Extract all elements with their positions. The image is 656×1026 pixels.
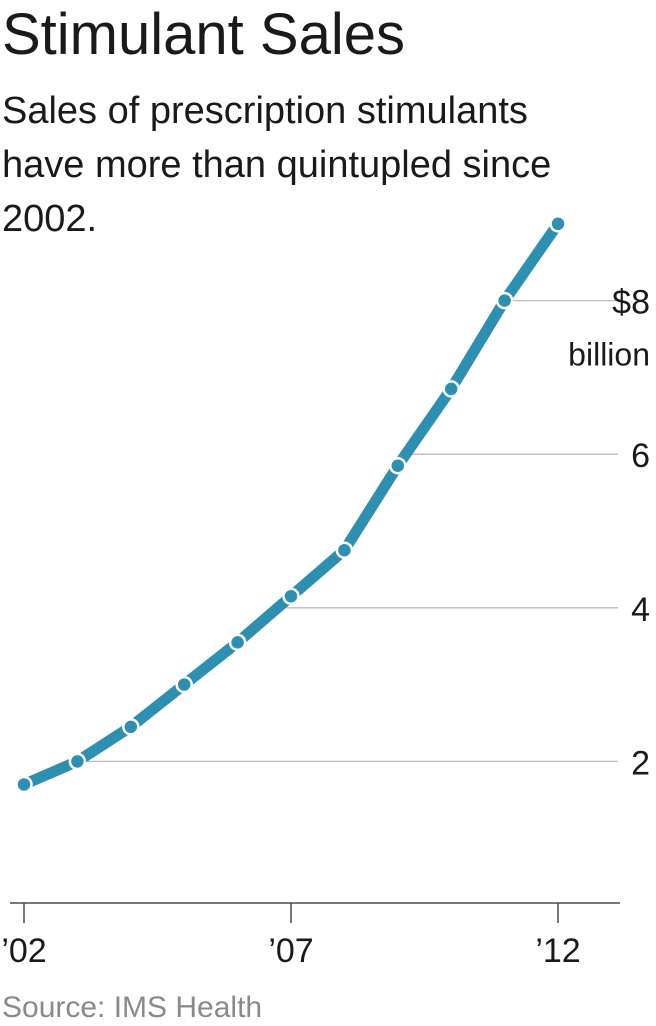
- data-point-2004: [122, 718, 140, 736]
- series-layer: [18, 218, 564, 790]
- data-point-2012: [549, 215, 567, 233]
- tick-labels: 2 4 6 $8 billion ’02 ’07 ’12: [1, 284, 650, 970]
- y-tick-label: $8: [612, 284, 650, 322]
- y-unit-label: billion: [568, 337, 650, 373]
- x-tick-label: ’07: [268, 932, 313, 970]
- chart-title: Stimulant Sales: [2, 2, 405, 67]
- data-point-2007: [282, 587, 300, 606]
- data-point-2009: [389, 456, 407, 475]
- data-point-2005: [175, 675, 193, 694]
- gridlines: [77, 299, 618, 763]
- x-axis: [10, 902, 620, 923]
- series-line: [18, 218, 564, 790]
- source-note: Source: IMS Health: [2, 991, 263, 1024]
- chart-subtitle: Sales of prescription stimulants have mo…: [2, 90, 552, 240]
- data-point-2003: [68, 752, 87, 771]
- data-point-2006: [228, 633, 247, 652]
- data-point-2011: [495, 291, 514, 310]
- data-point-2010: [442, 380, 460, 398]
- data-points: [15, 215, 567, 794]
- x-tick-label: ’02: [1, 932, 46, 970]
- data-point-2008: [335, 541, 354, 559]
- y-tick-label: 6: [631, 437, 650, 475]
- y-tick-label: 2: [631, 744, 650, 782]
- x-tick-label: ’12: [535, 932, 580, 970]
- data-point-2002: [15, 775, 33, 794]
- y-tick-label: 4: [631, 591, 650, 629]
